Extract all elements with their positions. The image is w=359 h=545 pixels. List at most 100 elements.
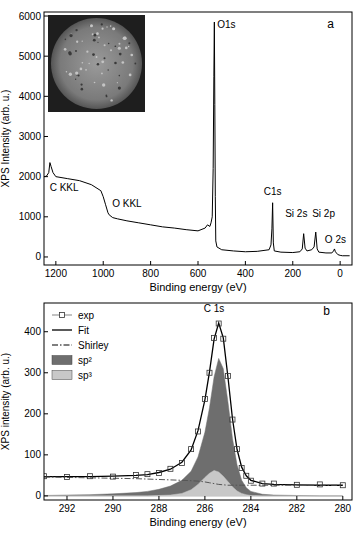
panel: 1200100080060040020000100020003000400050… <box>0 11 352 293</box>
x-tick-label: 1000 <box>92 268 115 279</box>
data-point <box>294 482 299 487</box>
inset-speck <box>93 39 96 42</box>
figure: 1200100080060040020000100020003000400050… <box>0 0 359 545</box>
data-point <box>133 472 138 477</box>
data-point <box>340 483 345 488</box>
data-point <box>87 474 92 479</box>
inset-speck <box>65 39 67 41</box>
y-tick <box>44 96 48 97</box>
legend-symbol <box>52 356 72 365</box>
inset-speck <box>69 73 72 76</box>
x-tick-label: 600 <box>190 268 207 279</box>
x-tick <box>198 261 199 265</box>
x-tick-label: 400 <box>237 268 254 279</box>
inset-speck <box>81 88 84 91</box>
legend-symbol <box>52 344 72 345</box>
y-tick <box>44 331 48 332</box>
x-tick <box>292 261 293 265</box>
data-point <box>317 482 322 487</box>
data-point <box>156 470 161 475</box>
inset-photo <box>48 15 145 112</box>
inset-speck <box>107 69 108 70</box>
legend: expFitShirleysp²sp³ <box>52 310 109 381</box>
x-tick <box>296 496 297 500</box>
x-tick <box>250 496 251 500</box>
inset-speck <box>106 26 107 27</box>
y-tick <box>44 413 48 414</box>
legend-label: Shirley <box>78 340 109 351</box>
inset-sample <box>51 18 142 109</box>
inset-speck <box>76 41 78 43</box>
y-tick <box>44 454 48 455</box>
x-tick-label: 200 <box>284 268 301 279</box>
y-tick <box>44 176 48 177</box>
legend-label: sp³ <box>78 370 93 381</box>
inset-speck <box>110 99 112 101</box>
y-tick-label: 0 <box>35 490 41 501</box>
x-tick-label: 290 <box>105 503 122 514</box>
inset-speck <box>117 82 118 83</box>
inset-speck <box>121 61 124 64</box>
x-tick <box>55 261 56 265</box>
inset-speck <box>134 63 136 65</box>
inset-speck <box>96 32 99 35</box>
component-area <box>44 358 343 495</box>
data-point <box>64 475 69 480</box>
series-line <box>44 477 343 485</box>
y-tick <box>44 56 48 57</box>
inset-speck <box>94 82 96 84</box>
inset-speck <box>90 24 93 27</box>
x-tick-label: 280 <box>334 503 351 514</box>
y-tick-label: 100 <box>24 449 41 460</box>
inset-speck <box>85 69 87 71</box>
x-tick <box>340 261 341 265</box>
legend-label: exp <box>78 310 95 321</box>
legend-symbol <box>52 329 72 330</box>
inset-speck <box>130 54 133 57</box>
peak-label: Si 2p <box>312 208 335 219</box>
inset-speck <box>118 47 121 50</box>
inset-speck <box>128 42 130 44</box>
data-point <box>189 447 194 452</box>
inset-speck <box>76 75 77 76</box>
inset-speck <box>75 50 77 52</box>
x-tick <box>342 496 343 500</box>
peak-label: O 2s <box>325 234 346 245</box>
inset-speck <box>118 43 120 45</box>
inset-speck <box>75 79 76 80</box>
x-axis-label: Binding energy (eV) <box>149 516 246 528</box>
inset-speck <box>69 34 72 37</box>
y-tick-label: 5000 <box>19 51 42 62</box>
panel-label: b <box>323 304 330 318</box>
y-tick-label: 3000 <box>19 131 42 142</box>
inset-speck <box>102 83 105 86</box>
inset-speck <box>124 37 127 40</box>
y-axis-label: XPS intensity (arb. u.) <box>0 353 11 450</box>
x-tick <box>112 496 113 500</box>
inset-speck <box>86 51 88 53</box>
inset-speck <box>118 87 121 90</box>
inset-speck <box>128 46 129 47</box>
y-tick-label: 0 <box>35 251 41 262</box>
inset-speck <box>114 62 117 65</box>
legend-symbol <box>60 313 65 318</box>
inset-speck <box>82 40 83 41</box>
x-tick-label: 286 <box>197 503 214 514</box>
x-tick-label: 284 <box>243 503 260 514</box>
inset-speck <box>98 37 100 39</box>
x-tick <box>66 496 67 500</box>
data-point <box>244 473 249 478</box>
y-tick-label: 4000 <box>19 91 42 102</box>
data-point <box>196 429 201 434</box>
y-tick-label: 1000 <box>19 211 42 222</box>
inset-speck <box>108 43 110 45</box>
x-tick-label: 288 <box>151 503 168 514</box>
y-tick-label: 200 <box>24 408 41 419</box>
data-point <box>202 397 207 402</box>
y-tick <box>44 495 48 496</box>
x-tick-label: 1200 <box>45 268 68 279</box>
inset-speck <box>97 42 98 43</box>
y-tick-label: 300 <box>24 367 41 378</box>
legend-label: Fit <box>78 325 89 336</box>
spectrum-line <box>44 22 350 256</box>
